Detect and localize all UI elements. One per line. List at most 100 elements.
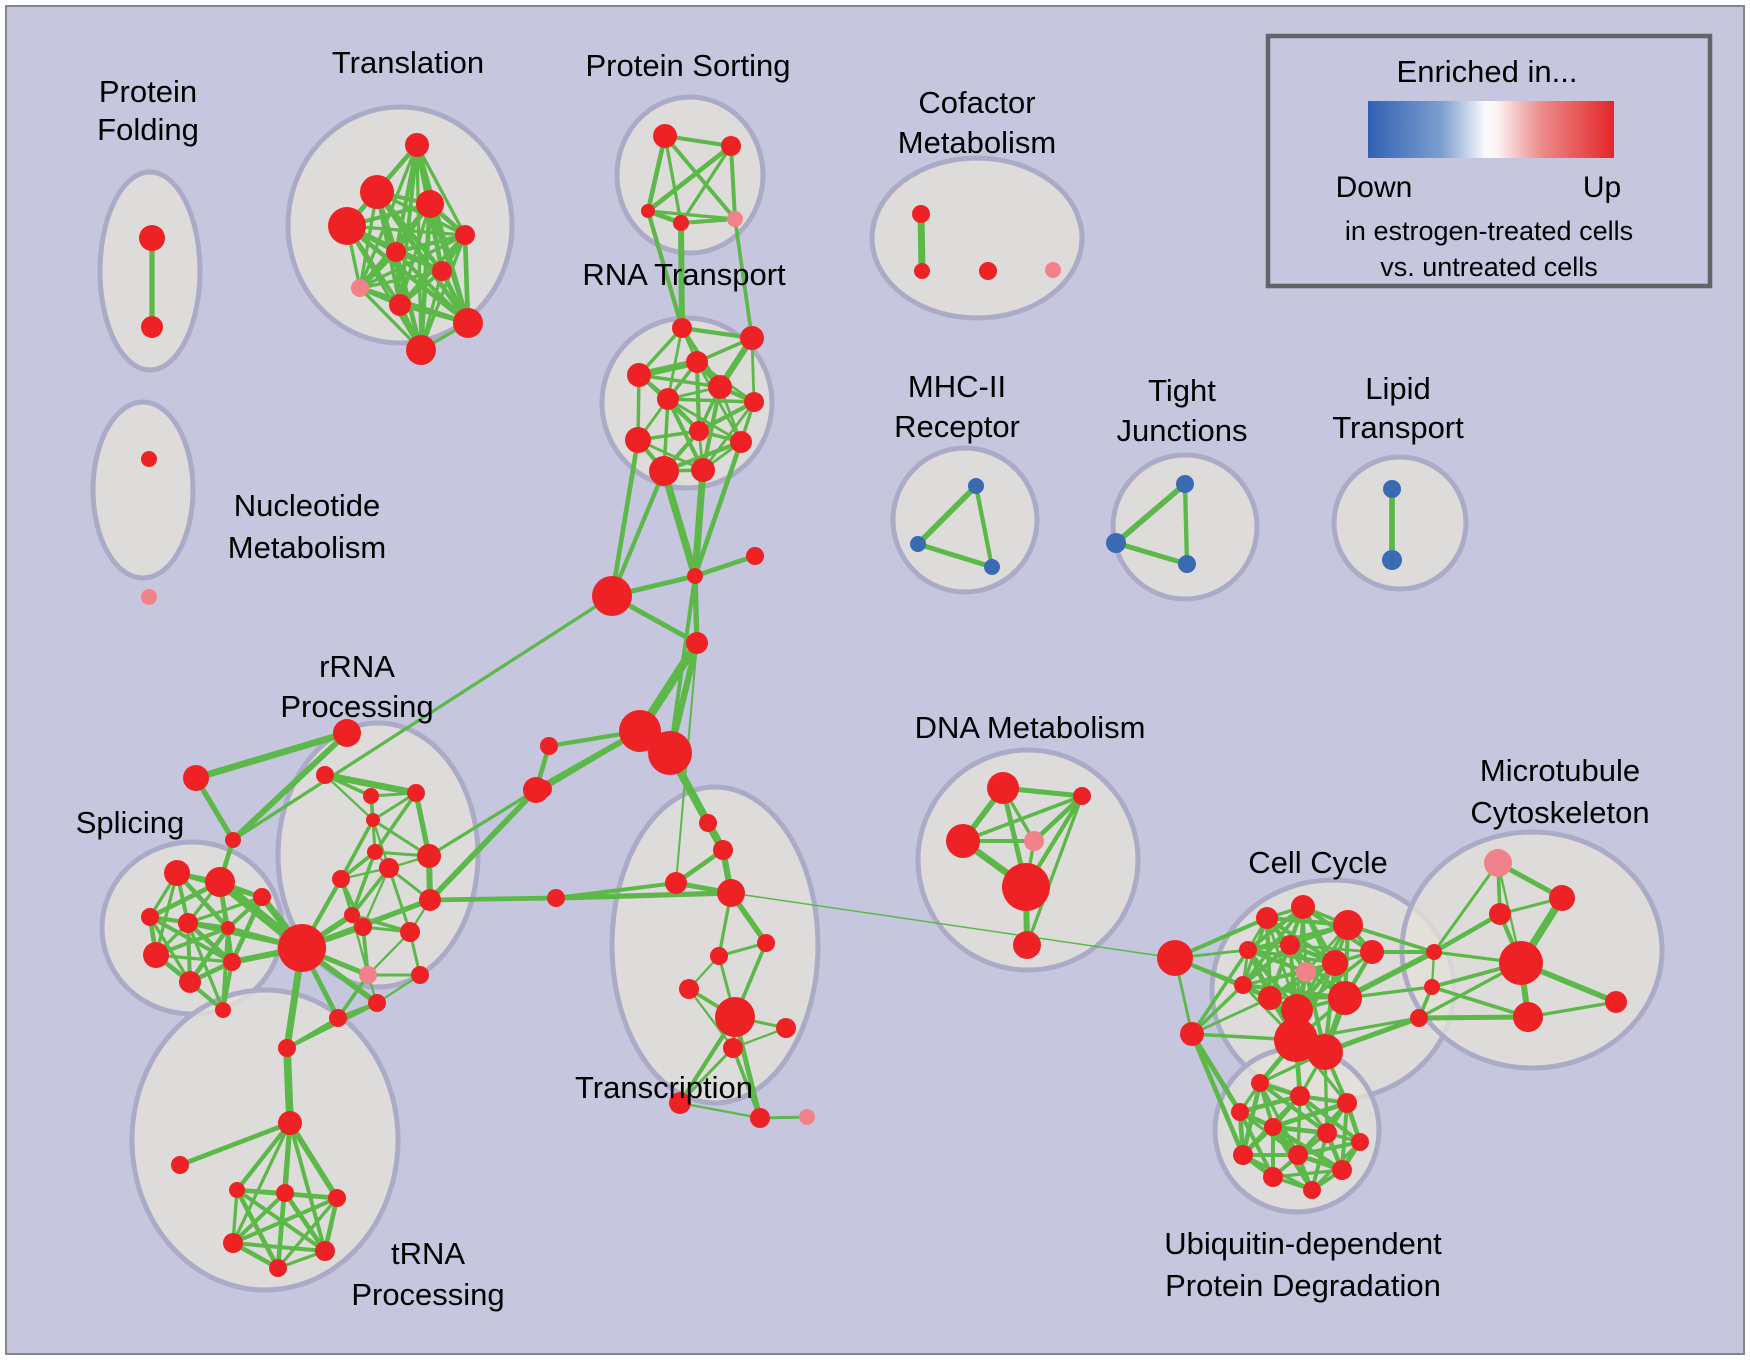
node-trc: [278, 1039, 296, 1057]
network-edge: [731, 1046, 762, 1120]
node-ps4: [673, 215, 689, 231]
node-cc14: [1274, 1018, 1318, 1062]
network-edge: [961, 794, 1084, 843]
network-edge: [282, 1190, 328, 1254]
node-tr6: [223, 1233, 243, 1253]
node-ps3: [641, 204, 655, 218]
node-cc15: [1307, 1034, 1343, 1070]
nucleotide-label: Nucleotide: [234, 488, 380, 523]
rrna-processing-label: rRNA: [319, 649, 395, 684]
network-edge: [668, 574, 697, 755]
node-cc8: [1360, 940, 1384, 964]
tight-junctions-label: Junctions: [1117, 413, 1248, 448]
network-edge: [350, 850, 377, 917]
node-rr12: [354, 918, 372, 936]
cofactor-region: [869, 155, 1085, 321]
node-sp3: [225, 832, 241, 848]
node-nm2: [141, 589, 157, 605]
node-t4: [328, 207, 366, 245]
node-tx5: [547, 889, 565, 907]
node-ub8: [1288, 1145, 1308, 1165]
network-edge: [1431, 911, 1503, 955]
network-edge: [1346, 923, 1436, 954]
network-edge: [663, 134, 737, 221]
network-edge: [1025, 794, 1084, 947]
node-tx13: [750, 1108, 770, 1128]
network-edge: [1258, 1081, 1329, 1135]
network-edge: [1190, 996, 1272, 1036]
node-mh1: [968, 478, 984, 494]
node-t1: [405, 133, 429, 157]
network-edge: [358, 233, 467, 290]
network-edge: [1245, 947, 1309, 975]
node-dm5: [1002, 863, 1050, 911]
node-rt5: [708, 375, 732, 399]
network-edge: [1237, 1093, 1303, 1115]
network-edge: [230, 730, 350, 843]
network-edge: [1296, 1140, 1362, 1157]
network-edge: [283, 1044, 294, 1127]
splicing-label: Splicing: [76, 805, 185, 840]
node-ps5: [727, 211, 743, 227]
node-t6: [386, 242, 406, 262]
microtubule-label: Cytoskeleton: [1470, 795, 1649, 830]
node-rt1: [672, 318, 692, 338]
network-edge: [415, 143, 467, 237]
node-tx10: [776, 1018, 796, 1038]
node-mh3: [984, 559, 1000, 575]
node-rr2: [363, 788, 379, 804]
node-rt11: [691, 458, 715, 482]
node-cn5: [1424, 979, 1440, 995]
node-lt1: [1383, 480, 1401, 498]
network-edge: [1182, 481, 1190, 567]
network-edge: [679, 144, 733, 225]
node-tx1: [699, 814, 717, 832]
node-t10: [453, 308, 483, 338]
network-edge: [1270, 1124, 1345, 1173]
rna-transport-label: RNA Transport: [582, 257, 786, 292]
node-rt7: [657, 388, 679, 410]
node-ub2: [1290, 1086, 1310, 1106]
node-tj3: [1178, 555, 1196, 573]
node-tx14: [799, 1109, 815, 1125]
node-cc12: [1281, 994, 1313, 1026]
node-tr5: [328, 1189, 346, 1207]
network-edge: [419, 233, 467, 352]
network-edge: [366, 930, 412, 977]
node-sp10: [221, 921, 235, 935]
network-edge: [344, 223, 471, 326]
node-nm1: [141, 451, 157, 467]
node-rr5: [367, 844, 383, 860]
network-edge: [187, 925, 231, 985]
node-cn3: [1410, 1009, 1428, 1027]
node-ub5: [1317, 1123, 1337, 1143]
network-edge: [1432, 861, 1500, 954]
node-ps2: [721, 136, 741, 156]
network-edge: [678, 220, 685, 331]
network-edge: [350, 913, 412, 934]
node-ub3: [1337, 1093, 1357, 1113]
node-mt1: [1484, 849, 1512, 877]
node-tr8: [269, 1259, 287, 1277]
network-edge: [1113, 540, 1190, 567]
network-edge: [192, 729, 351, 782]
legend-subtitle-line1: in estrogen-treated cells: [1345, 216, 1633, 246]
node-ub12: [1264, 1118, 1282, 1136]
cofactor-label: Cofactor: [918, 85, 1035, 120]
dna-metabolism-label: DNA Metabolism: [915, 710, 1146, 745]
network-edge: [1416, 1014, 1531, 1021]
node-rr8: [417, 844, 441, 868]
node-sp6: [205, 867, 235, 897]
node-pf1: [139, 225, 165, 251]
node-mt6: [1605, 991, 1627, 1013]
network-edge: [186, 921, 225, 1012]
network-edge: [666, 397, 743, 444]
node-rr9: [419, 889, 441, 911]
legend-gradient-bar: [1368, 101, 1614, 158]
tight-junctions-label: Tight: [1148, 373, 1216, 408]
network-edge: [915, 541, 995, 570]
node-ub10: [1263, 1167, 1283, 1187]
node-rr3: [407, 784, 425, 802]
node-tx9: [715, 997, 755, 1037]
network-edge: [645, 143, 734, 214]
